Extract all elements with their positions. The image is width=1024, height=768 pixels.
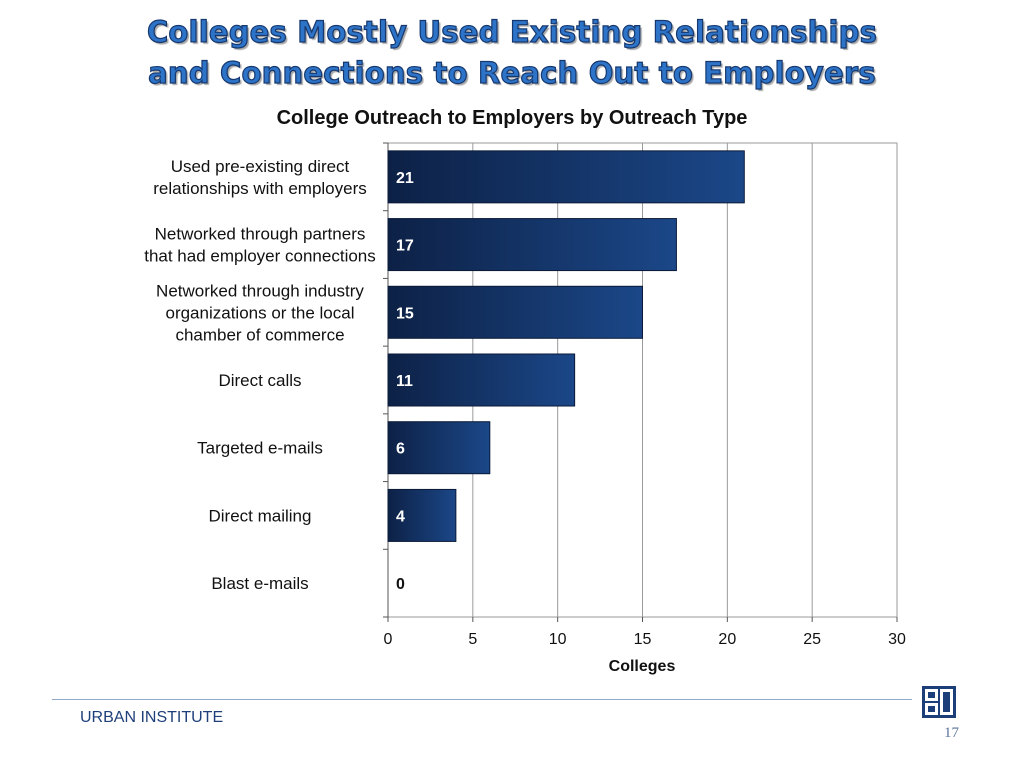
category-label: Targeted e-mails [197, 439, 323, 458]
x-tick-label: 10 [549, 631, 567, 648]
bar-layer [387, 150, 745, 542]
bar [387, 488, 457, 542]
category-label: Used pre-existing direct [171, 157, 350, 176]
x-tick-label: 25 [803, 631, 821, 648]
category-label: chamber of commerce [175, 325, 344, 344]
bar-value-label: 11 [396, 373, 413, 390]
bar [387, 353, 576, 407]
bar-value-label: 17 [396, 238, 414, 255]
footer-divider [52, 699, 912, 700]
bar-value-label: 0 [396, 576, 405, 593]
urban-institute-logo-icon [922, 686, 956, 718]
chart-title: College Outreach to Employers by Outreac… [277, 107, 748, 129]
category-label: Direct mailing [209, 506, 312, 525]
x-tick-label: 0 [384, 631, 393, 648]
slide-title: Colleges Mostly Used Existing Relationsh… [0, 12, 1024, 94]
category-label: organizations or the local [165, 303, 354, 322]
x-tick-label: 5 [468, 631, 477, 648]
page-number: 17 [944, 725, 959, 741]
x-tick-label: 30 [888, 631, 906, 648]
category-label: that had employer connections [144, 247, 376, 266]
bar-value-label: 6 [396, 441, 405, 458]
category-label: Networked through industry [156, 281, 364, 300]
category-label: relationships with employers [153, 179, 367, 198]
slide-title-line-2: and Connections to Reach Out to Employer… [148, 55, 877, 90]
category-label: Blast e-mails [211, 574, 308, 593]
category-label: Networked through partners [155, 225, 366, 244]
bar [387, 285, 643, 339]
bar-value-label: 4 [396, 508, 405, 525]
bar-value-label: 15 [396, 305, 414, 322]
bar [387, 218, 677, 272]
bar [387, 150, 745, 204]
category-label: Direct calls [218, 371, 301, 390]
x-tick-label: 20 [718, 631, 736, 648]
x-axis-label: Colleges [609, 658, 676, 675]
footer-org-name: URBAN INSTITUTE [80, 709, 224, 726]
bar [387, 421, 491, 475]
bar-value-label: 21 [396, 170, 414, 187]
label-layer: 0 5 10 15 20 25 30 21 Used pre-existing direct re… [144, 157, 906, 648]
x-tick-label: 15 [634, 631, 652, 648]
slide-title-line-1: Colleges Mostly Used Existing Relationsh… [146, 14, 878, 49]
